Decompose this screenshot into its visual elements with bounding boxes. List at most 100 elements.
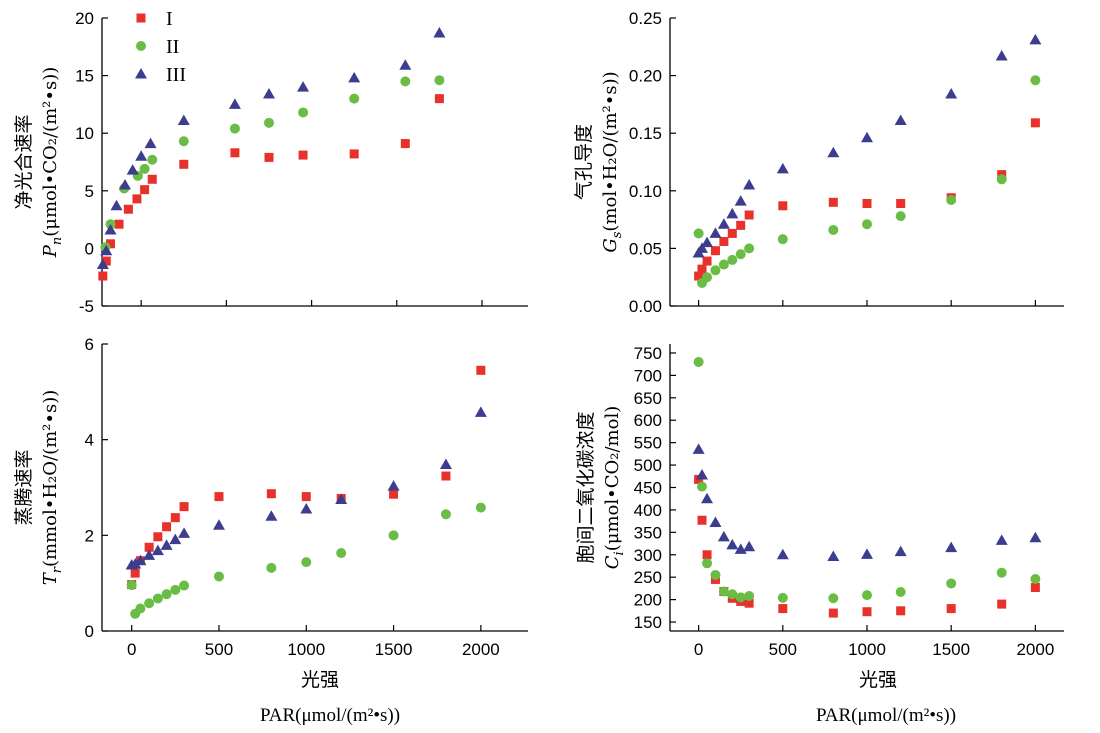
data-point-III: [894, 545, 907, 557]
data-point-I: [697, 515, 707, 525]
data-point-I: [264, 152, 274, 162]
chart-panel-tr: 0 2 4 6 0 500 1000 1500 2000 蒸腾速率Tr(mmol•H₂O/(m²•…: [13, 335, 528, 659]
data-point-II: [702, 272, 713, 283]
data-point-III: [96, 258, 109, 270]
data-point-III: [945, 541, 958, 553]
data-point-III: [1029, 33, 1042, 45]
data-point-I: [170, 513, 180, 523]
par-unit-label-right: PAR(μmol/(m²•s)): [816, 705, 956, 726]
legend-item-III: III: [135, 64, 186, 86]
data-point-III: [119, 179, 132, 190]
data-point-II: [170, 584, 181, 595]
y-tick-label: 0.05: [629, 239, 662, 258]
data-point-I: [896, 198, 906, 208]
data-point-III: [743, 179, 756, 190]
data-point-III: [335, 493, 348, 504]
legend-item-I: I: [136, 8, 173, 30]
data-point-III: [709, 516, 722, 527]
x-tick-label: 2000: [462, 640, 500, 659]
data-point-II: [693, 228, 704, 239]
series-II: [693, 75, 1041, 288]
data-point-III: [265, 510, 278, 521]
y-tick-label: 0.00: [629, 297, 662, 316]
legend-marker-II: [136, 41, 146, 51]
data-point-II: [336, 548, 347, 559]
data-point-I: [230, 148, 240, 158]
data-point-III: [151, 544, 164, 556]
series-I: [694, 118, 1040, 281]
data-point-I: [153, 532, 163, 542]
x-tick-label: 0: [694, 640, 703, 659]
data-point-I: [744, 598, 754, 608]
y-tick-label: 0.20: [629, 67, 662, 86]
data-point-III: [995, 50, 1008, 61]
y-tick-label: 4: [85, 431, 94, 450]
y-tick-label: 0.10: [629, 182, 662, 201]
data-point-III: [129, 558, 142, 569]
data-point-I: [301, 492, 311, 502]
series-II: [100, 75, 445, 253]
data-point-I: [179, 502, 189, 512]
legend-label: III: [166, 64, 186, 86]
data-point-I: [147, 174, 157, 184]
data-point-II: [718, 259, 729, 270]
y-tick-label: 250: [634, 568, 662, 587]
data-point-II: [777, 592, 788, 603]
data-point-III: [228, 98, 241, 109]
data-point-II: [710, 569, 721, 580]
y-tick-label: 2: [85, 526, 94, 545]
data-point-III: [160, 539, 173, 550]
data-point-I: [179, 159, 189, 169]
x-tick-label: 1000: [287, 640, 325, 659]
data-point-I: [140, 185, 150, 195]
series-III: [96, 26, 446, 270]
series-II: [126, 502, 486, 619]
data-point-II: [862, 590, 872, 601]
data-point-I: [946, 604, 956, 614]
y-axis-label-chinese: 蒸腾速率: [13, 449, 35, 525]
data-point-I: [266, 489, 276, 499]
x-tick-label: 2000: [1016, 640, 1054, 659]
data-point-II: [440, 509, 451, 520]
data-point-II: [735, 592, 746, 603]
data-point-II: [718, 586, 729, 597]
data-point-I: [727, 228, 737, 238]
data-point-I: [694, 271, 704, 281]
y-axis-label-chinese: 气孔导度: [573, 124, 595, 200]
data-point-I: [710, 246, 720, 256]
data-point-I: [702, 256, 712, 266]
y-axis-label-symbol: Ci(μmol•CO₂/mol): [602, 406, 627, 569]
data-point-III: [262, 88, 275, 99]
data-point-III: [776, 162, 789, 174]
y-tick-label: 6: [85, 335, 94, 354]
data-point-II: [710, 265, 721, 276]
y-tick-label: 0.25: [629, 9, 662, 28]
data-point-I: [214, 492, 224, 502]
data-point-II: [996, 174, 1007, 185]
data-point-I: [697, 264, 707, 274]
data-point-III: [143, 549, 156, 560]
data-point-III: [104, 223, 117, 235]
data-point-III: [945, 88, 958, 99]
data-point-III: [135, 150, 148, 161]
data-point-III: [861, 548, 873, 559]
y-axis-label: 胞间二氧化碳浓度 Ci(μmol•CO₂/mol): [575, 406, 627, 569]
x-tick-label: 500: [205, 640, 233, 659]
y-tick-label: 300: [634, 546, 662, 565]
legend-label: II: [166, 36, 179, 58]
data-point-I: [298, 150, 308, 160]
data-point-I: [132, 194, 142, 204]
data-point-I: [719, 236, 729, 246]
legend-marker-I: [136, 13, 146, 23]
data-point-I: [702, 550, 712, 560]
data-point-III: [734, 195, 747, 206]
data-point-II: [895, 211, 906, 222]
data-point-II: [475, 502, 486, 513]
y-tick-label: 0: [85, 239, 94, 258]
y-tick-label: 700: [634, 366, 662, 385]
data-point-II: [301, 557, 312, 568]
